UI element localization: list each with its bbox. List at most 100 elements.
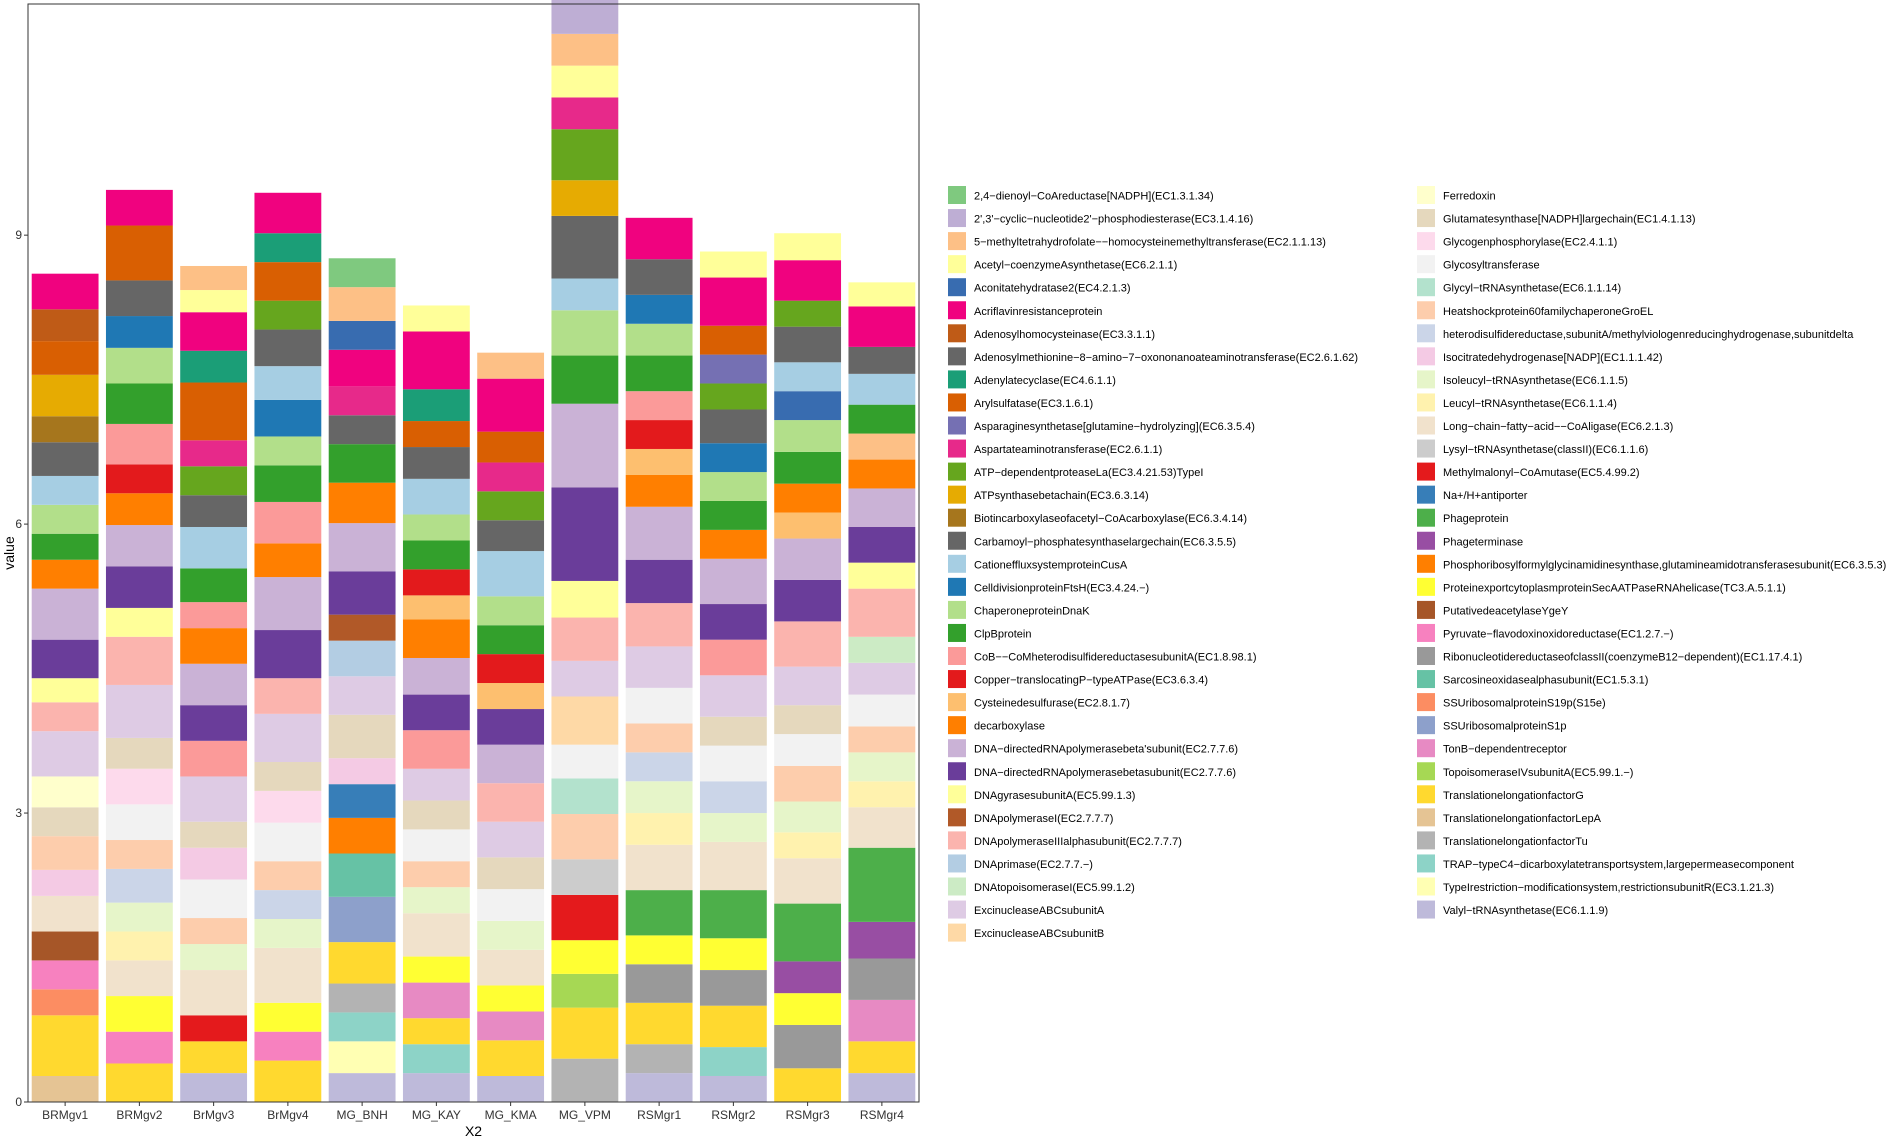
bar-segment <box>254 399 322 437</box>
legend-key <box>948 923 966 942</box>
bar-segment <box>625 1073 693 1102</box>
bar-segment <box>31 475 99 505</box>
bar-stack-BRMgv1 <box>31 273 99 1102</box>
legend-key <box>948 577 966 596</box>
bar-segment <box>328 1041 396 1074</box>
legend-item: Glycogenphosphorylase(EC2.4.1.1) <box>1417 232 1617 251</box>
legend-label: decarboxylase <box>974 721 1045 733</box>
bar-segment <box>848 726 916 753</box>
bar-segment <box>551 278 619 311</box>
legend-label: DNApolymeraseI(EC2.7.7.7) <box>974 813 1113 825</box>
legend-key <box>1417 232 1435 251</box>
legend-label: Acriflavinresistanceprotein <box>974 306 1102 318</box>
bar-segment <box>105 996 173 1032</box>
bar-segment <box>105 607 173 637</box>
bar-segment <box>328 571 396 615</box>
legend-label: Carbamoyl−phosphatesynthaselargechain(EC… <box>974 536 1236 548</box>
legend-label: ATP−dependentproteaseLa(EC3.4.21.53)Type… <box>974 467 1203 479</box>
bar-segment <box>774 832 842 859</box>
bar-segment <box>328 415 396 445</box>
bar-segment <box>254 947 322 1003</box>
legend-key <box>948 854 966 873</box>
bar-segment <box>31 702 99 732</box>
bar-segment <box>180 495 248 527</box>
bar-segment <box>699 325 767 355</box>
legend-key <box>948 278 966 297</box>
bar-segment <box>402 447 470 479</box>
bar-segment <box>699 890 767 939</box>
legend-item: DNA−directedRNApolymerasebeta'subunit(EC… <box>948 739 1238 758</box>
bar-segment <box>699 443 767 473</box>
bar-segment <box>402 730 470 769</box>
legend-label: 2,4−dienoyl−CoAreductase[NADPH](EC1.3.1.… <box>974 191 1214 203</box>
bar-segment <box>477 683 545 710</box>
legend-label: Glutamatesynthase[NADPH]largechain(EC1.4… <box>1443 214 1696 226</box>
legend-label: Copper−translocatingP−typeATPase(EC3.6.3… <box>974 675 1208 687</box>
bar-segment <box>105 902 173 932</box>
bar-segment <box>625 964 693 1003</box>
bar-segment <box>105 464 173 494</box>
legend-label: ChaperoneproteinDnaK <box>974 605 1090 617</box>
legend-item: Sarcosineoxidasealphasubunit(EC1.5.3.1) <box>1417 670 1648 689</box>
bar-segment <box>254 577 322 631</box>
legend-key <box>948 808 966 827</box>
legend-item: 5−methyltetrahydrofolate−−homocysteineme… <box>948 232 1326 251</box>
legend-label: Pyruvate−flavodoxinoxidoreductase(EC1.2.… <box>1443 628 1674 640</box>
bar-segment <box>105 868 173 903</box>
legend-item: Methylmalonyl−CoAmutase(EC5.4.99.2) <box>1417 462 1640 481</box>
bar-segment <box>180 466 248 496</box>
legend-item: DNAprimase(EC2.7.7.−) <box>948 854 1093 873</box>
bar-segment <box>328 523 396 572</box>
bar-stack-BrMgv4 <box>254 192 322 1102</box>
x-tick-label: RSMgr4 <box>860 1108 904 1122</box>
legend-item: Acetyl−coenzymeAsynthetase(EC6.2.1.1) <box>948 255 1177 274</box>
bar-segment <box>402 657 470 695</box>
bar-segment <box>551 403 619 488</box>
x-tick-label: MG_VPM <box>559 1108 611 1122</box>
bar-segment <box>31 731 99 777</box>
bar-segment <box>774 1024 842 1069</box>
legend-item: TranslationelongationfactorLepA <box>1417 808 1602 827</box>
legend-label: Methylmalonyl−CoAmutase(EC5.4.99.2) <box>1443 467 1640 479</box>
legend-item: Long−chain−fatty−acid−−CoAligase(EC6.2.1… <box>1417 416 1673 435</box>
bar-segment <box>848 459 916 489</box>
legend-label: DNAtopoisomeraseI(EC5.99.1.2) <box>974 882 1135 894</box>
legend-key <box>1417 785 1435 804</box>
bar-segment <box>328 784 396 818</box>
bar-segment <box>254 678 322 714</box>
bar-segment <box>180 1041 248 1074</box>
bar-segment <box>848 752 916 782</box>
bar-segment <box>625 646 693 688</box>
legend-label: Phageprotein <box>1443 513 1508 525</box>
legend-label: Asparaginesynthetase[glutamine−hydrolyzi… <box>974 421 1255 433</box>
legend-item: Arylsulfatase(EC3.1.6.1) <box>948 393 1093 412</box>
legend-item: Acriflavinresistanceprotein <box>948 301 1102 320</box>
bar-segment <box>328 853 396 897</box>
bar-segment <box>551 894 619 941</box>
legend-key <box>1417 186 1435 204</box>
legend-key <box>948 785 966 804</box>
bar-segment <box>180 879 248 919</box>
bar-segment <box>699 716 767 746</box>
bar-segment <box>254 861 322 891</box>
bar-stack-RSMgr4 <box>848 282 916 1102</box>
bar-segment <box>254 300 322 330</box>
bar-segment <box>774 858 842 904</box>
bar-segment <box>774 621 842 667</box>
legend-label: Aspartateaminotransferase(EC2.6.1.1) <box>974 444 1162 456</box>
legend-key <box>1417 739 1435 758</box>
legend-label: PutativedeacetylaseYgeY <box>1443 605 1569 617</box>
bar-segment <box>477 920 545 950</box>
legend-key <box>948 647 966 665</box>
bar-segment <box>699 472 767 501</box>
bar-segment <box>328 1012 396 1042</box>
legend-key <box>948 716 966 735</box>
bar-segment <box>180 776 248 822</box>
legend-label: ExcinucleaseABCsubunitA <box>974 905 1105 917</box>
bar-segment <box>699 500 767 530</box>
bar-segment <box>551 1058 619 1102</box>
bar-segment <box>105 383 173 424</box>
legend-item: DNA−directedRNApolymerasebetasubunit(EC2… <box>948 762 1236 781</box>
legend-label: ATPsynthasebetachain(EC3.6.3.14) <box>974 490 1149 502</box>
legend-item: 2',3'−cyclic−nucleotide2'−phosphodiester… <box>948 209 1253 228</box>
